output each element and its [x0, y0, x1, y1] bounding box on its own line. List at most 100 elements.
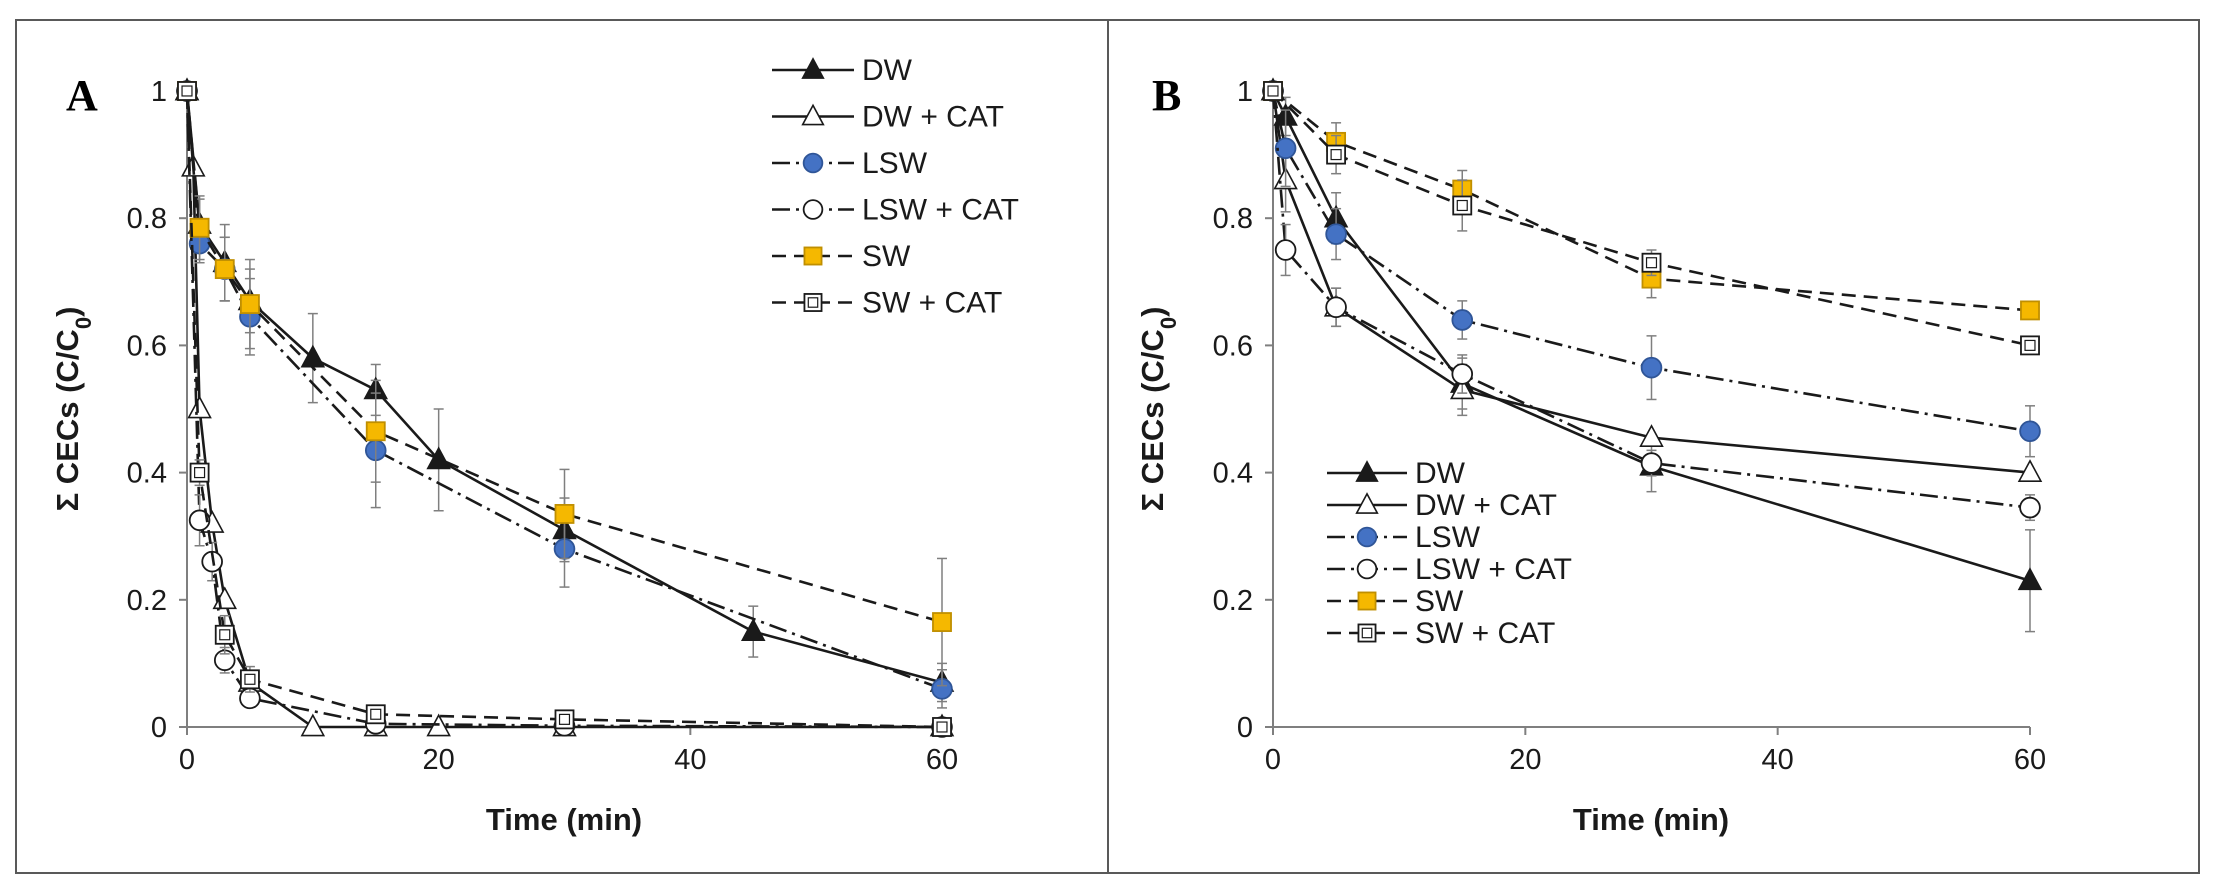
- x-tick-label: 40: [674, 744, 706, 776]
- series-sw-cat: [177, 81, 952, 737]
- x-tick-label: 60: [2014, 744, 2046, 776]
- y-tick-label: 0.6: [127, 330, 167, 362]
- data-point: [214, 259, 235, 280]
- data-point-inner: [936, 721, 948, 733]
- series-sw-cat: [1263, 81, 2040, 356]
- data-point: [2019, 496, 2041, 519]
- data-point-inner: [1456, 199, 1468, 212]
- data-point-inner: [2024, 339, 2036, 351]
- data-point-inner: [558, 713, 571, 725]
- legend-marker: [1355, 460, 1379, 482]
- y-axis-title-main: Σ CECs (C/C: [50, 329, 85, 511]
- legend-label: DW: [862, 54, 913, 87]
- panel-a: 0 20 40 60 0 0.2 0.4 0.6 0.8 1 Time (min) Σ CECs (C…: [50, 54, 1019, 837]
- data-point: [365, 421, 386, 442]
- data-point: [554, 709, 575, 730]
- legend-label: LSW + CAT: [1415, 553, 1572, 586]
- y-tick-label: 1: [1237, 76, 1253, 108]
- legend-label: SW: [1415, 585, 1464, 618]
- data-point: [932, 717, 952, 737]
- data-point: [1640, 452, 1663, 474]
- data-point-inner: [244, 673, 256, 685]
- data-point-inner: [1330, 149, 1342, 161]
- legend-label: LSW: [1415, 521, 1481, 554]
- data-point: [2017, 459, 2043, 482]
- x-tick-label: 0: [179, 744, 195, 776]
- data-point: [2020, 300, 2040, 321]
- y-tick-label: 0.2: [127, 585, 167, 617]
- x-tick-label: 60: [926, 744, 958, 776]
- series-line: [1271, 90, 2031, 474]
- data-point: [426, 446, 451, 470]
- data-point: [177, 81, 197, 101]
- legend-label: SW + CAT: [1415, 617, 1555, 650]
- data-point: [2020, 335, 2040, 356]
- legend-marker-inner: [807, 297, 819, 308]
- y-axis-title-end: ): [50, 307, 85, 317]
- legend-label: SW + CAT: [862, 287, 1002, 320]
- data-point: [189, 462, 210, 483]
- legend-label: DW + CAT: [1415, 489, 1557, 522]
- x-tick-label: 20: [423, 744, 455, 776]
- legend-marker: [801, 57, 825, 79]
- data-point: [187, 395, 212, 419]
- panel-b: 0 20 40 60 0 0.2 0.4 0.6 0.8 1 Time (min) Σ CECs (C…: [1135, 71, 2046, 837]
- data-point: [932, 612, 952, 632]
- legend-label: DW: [1415, 457, 1466, 490]
- y-tick-label: 0.4: [127, 458, 167, 490]
- y-axis-title-main: Σ CECs (C/C: [1135, 329, 1170, 511]
- data-point: [239, 294, 260, 314]
- data-point: [1325, 223, 1347, 245]
- data-point: [188, 509, 211, 532]
- panel-label: B: [1152, 71, 1181, 120]
- legend-marker: [803, 246, 823, 266]
- data-point-inner: [1267, 85, 1279, 97]
- y-tick-label: 0.4: [1213, 458, 1253, 490]
- y-tick-label: 0.6: [1213, 330, 1253, 362]
- y-tick-label: 0: [1237, 712, 1253, 744]
- legend-label: DW + CAT: [862, 101, 1004, 134]
- data-point: [740, 618, 766, 641]
- y-tick-label: 0.8: [127, 203, 167, 235]
- y-axis-title-subscript: 0: [71, 317, 96, 329]
- y-axis-title: Σ CECs (C/C0): [1135, 307, 1181, 512]
- data-point: [1640, 356, 1663, 379]
- data-point-inner: [1645, 257, 1658, 269]
- panel-label: A: [66, 71, 98, 120]
- legend-label: SW: [862, 240, 911, 273]
- x-tick-label: 0: [1265, 744, 1281, 776]
- data-point: [1639, 424, 1664, 447]
- legend-marker: [1357, 591, 1377, 611]
- y-tick-label: 0.2: [1213, 585, 1253, 617]
- y-axis-title: Σ CECs (C/C0): [50, 307, 96, 512]
- data-point: [1451, 363, 1474, 385]
- data-point: [1263, 81, 1283, 101]
- y-tick-label: 0: [151, 712, 167, 744]
- series-line: [1271, 90, 2031, 509]
- data-point: [300, 713, 326, 737]
- legend-label: LSW: [862, 147, 928, 180]
- data-point: [1451, 309, 1474, 331]
- legend-marker: [802, 199, 824, 220]
- y-axis-title-subscript: 0: [1156, 317, 1181, 329]
- data-point: [2017, 567, 2043, 591]
- data-point-inner: [194, 467, 206, 479]
- x-axis-title: Time (min): [486, 802, 642, 837]
- data-point-inner: [181, 85, 193, 97]
- data-point: [239, 669, 260, 690]
- data-point: [1325, 296, 1347, 319]
- series-line: [185, 90, 943, 684]
- data-point: [365, 704, 386, 725]
- y-tick-label: 0.8: [1213, 203, 1253, 235]
- y-tick-label: 1: [151, 76, 167, 108]
- legend-marker: [1355, 492, 1379, 514]
- data-point: [1641, 252, 1662, 273]
- x-axis-title: Time (min): [1573, 802, 1729, 837]
- legend-marker: [1356, 558, 1378, 580]
- x-tick-label: 40: [1762, 744, 1794, 776]
- data-point-inner: [370, 708, 382, 720]
- data-point: [189, 217, 210, 238]
- data-point: [1452, 195, 1473, 216]
